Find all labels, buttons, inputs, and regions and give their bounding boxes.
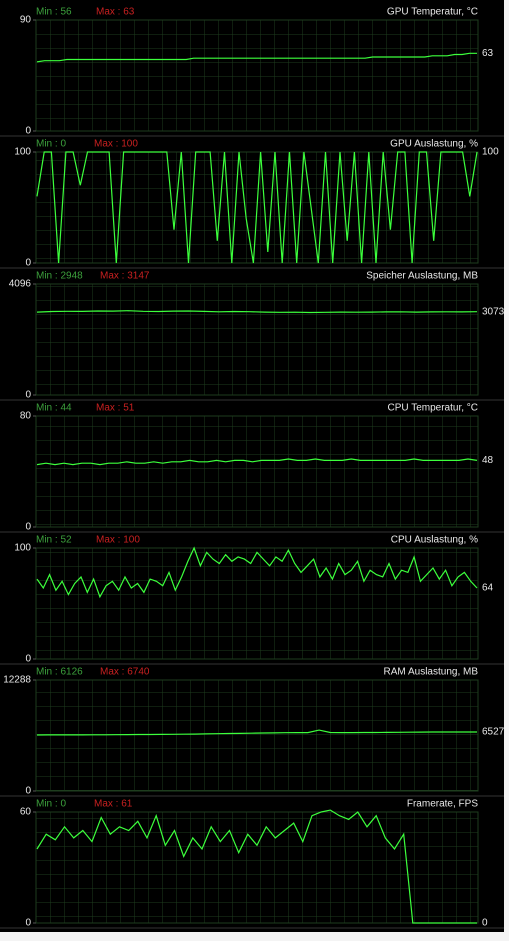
min-label: Min : 56 (36, 7, 72, 18)
y-tick-label: 0 (25, 390, 31, 401)
max-label: Max : 61 (94, 799, 133, 810)
max-label: Max : 3147 (100, 271, 150, 282)
current-value: 64 (482, 583, 494, 594)
plot-grid (35, 19, 479, 132)
min-label: Min : 52 (36, 535, 72, 546)
plot-grid (35, 415, 479, 528)
y-tick-label: 0 (25, 258, 31, 269)
current-value: 48 (482, 455, 494, 466)
series-line (36, 809, 477, 924)
panel-title: Speicher Auslastung, MB (366, 271, 478, 282)
min-label: Min : 2948 (36, 271, 83, 282)
y-tick-label: 90 (20, 15, 32, 26)
series-line (36, 729, 477, 736)
current-value: 0 (482, 918, 488, 929)
y-tick-label: 0 (25, 786, 31, 797)
current-value: 63 (482, 48, 494, 59)
series-line (36, 52, 477, 63)
panel-title: Framerate, FPS (407, 799, 478, 810)
y-tick-label: 0 (25, 654, 31, 665)
panel-title: GPU Auslastung, % (390, 139, 478, 150)
y-tick-label: 100 (14, 543, 31, 554)
series-line (36, 310, 478, 314)
plot-grid (35, 811, 479, 924)
min-label: Min : 0 (36, 799, 66, 810)
y-tick-label: 4096 (9, 279, 32, 290)
max-label: Max : 63 (96, 7, 135, 18)
series-line (36, 546, 478, 599)
max-label: Max : 100 (94, 139, 138, 150)
plot-grid (35, 679, 479, 792)
min-label: Min : 44 (36, 403, 72, 414)
series-line (36, 151, 478, 264)
plot-grid (35, 283, 479, 396)
series-line (36, 458, 478, 466)
max-label: Max : 51 (96, 403, 135, 414)
current-value: 6527 (482, 727, 505, 738)
y-tick-label: 0 (25, 522, 31, 533)
y-tick-label: 12288 (3, 675, 31, 686)
current-value: 3073 (482, 306, 505, 317)
panel-title: CPU Temperatur, °C (387, 403, 478, 414)
y-tick-label: 100 (14, 147, 31, 158)
plot-grid (35, 547, 479, 660)
panel-title: CPU Auslastung, % (391, 535, 478, 546)
current-value: 100 (482, 147, 499, 158)
panel-title: RAM Auslastung, MB (384, 667, 479, 678)
min-label: Min : 0 (36, 139, 66, 150)
y-tick-label: 60 (20, 807, 32, 818)
panel-title: GPU Temperatur, °C (387, 7, 478, 18)
y-tick-label: 0 (25, 126, 31, 137)
y-tick-label: 80 (20, 411, 32, 422)
y-tick-label: 0 (25, 918, 31, 929)
min-label: Min : 6126 (36, 667, 83, 678)
max-label: Max : 6740 (100, 667, 150, 678)
max-label: Max : 100 (96, 535, 140, 546)
